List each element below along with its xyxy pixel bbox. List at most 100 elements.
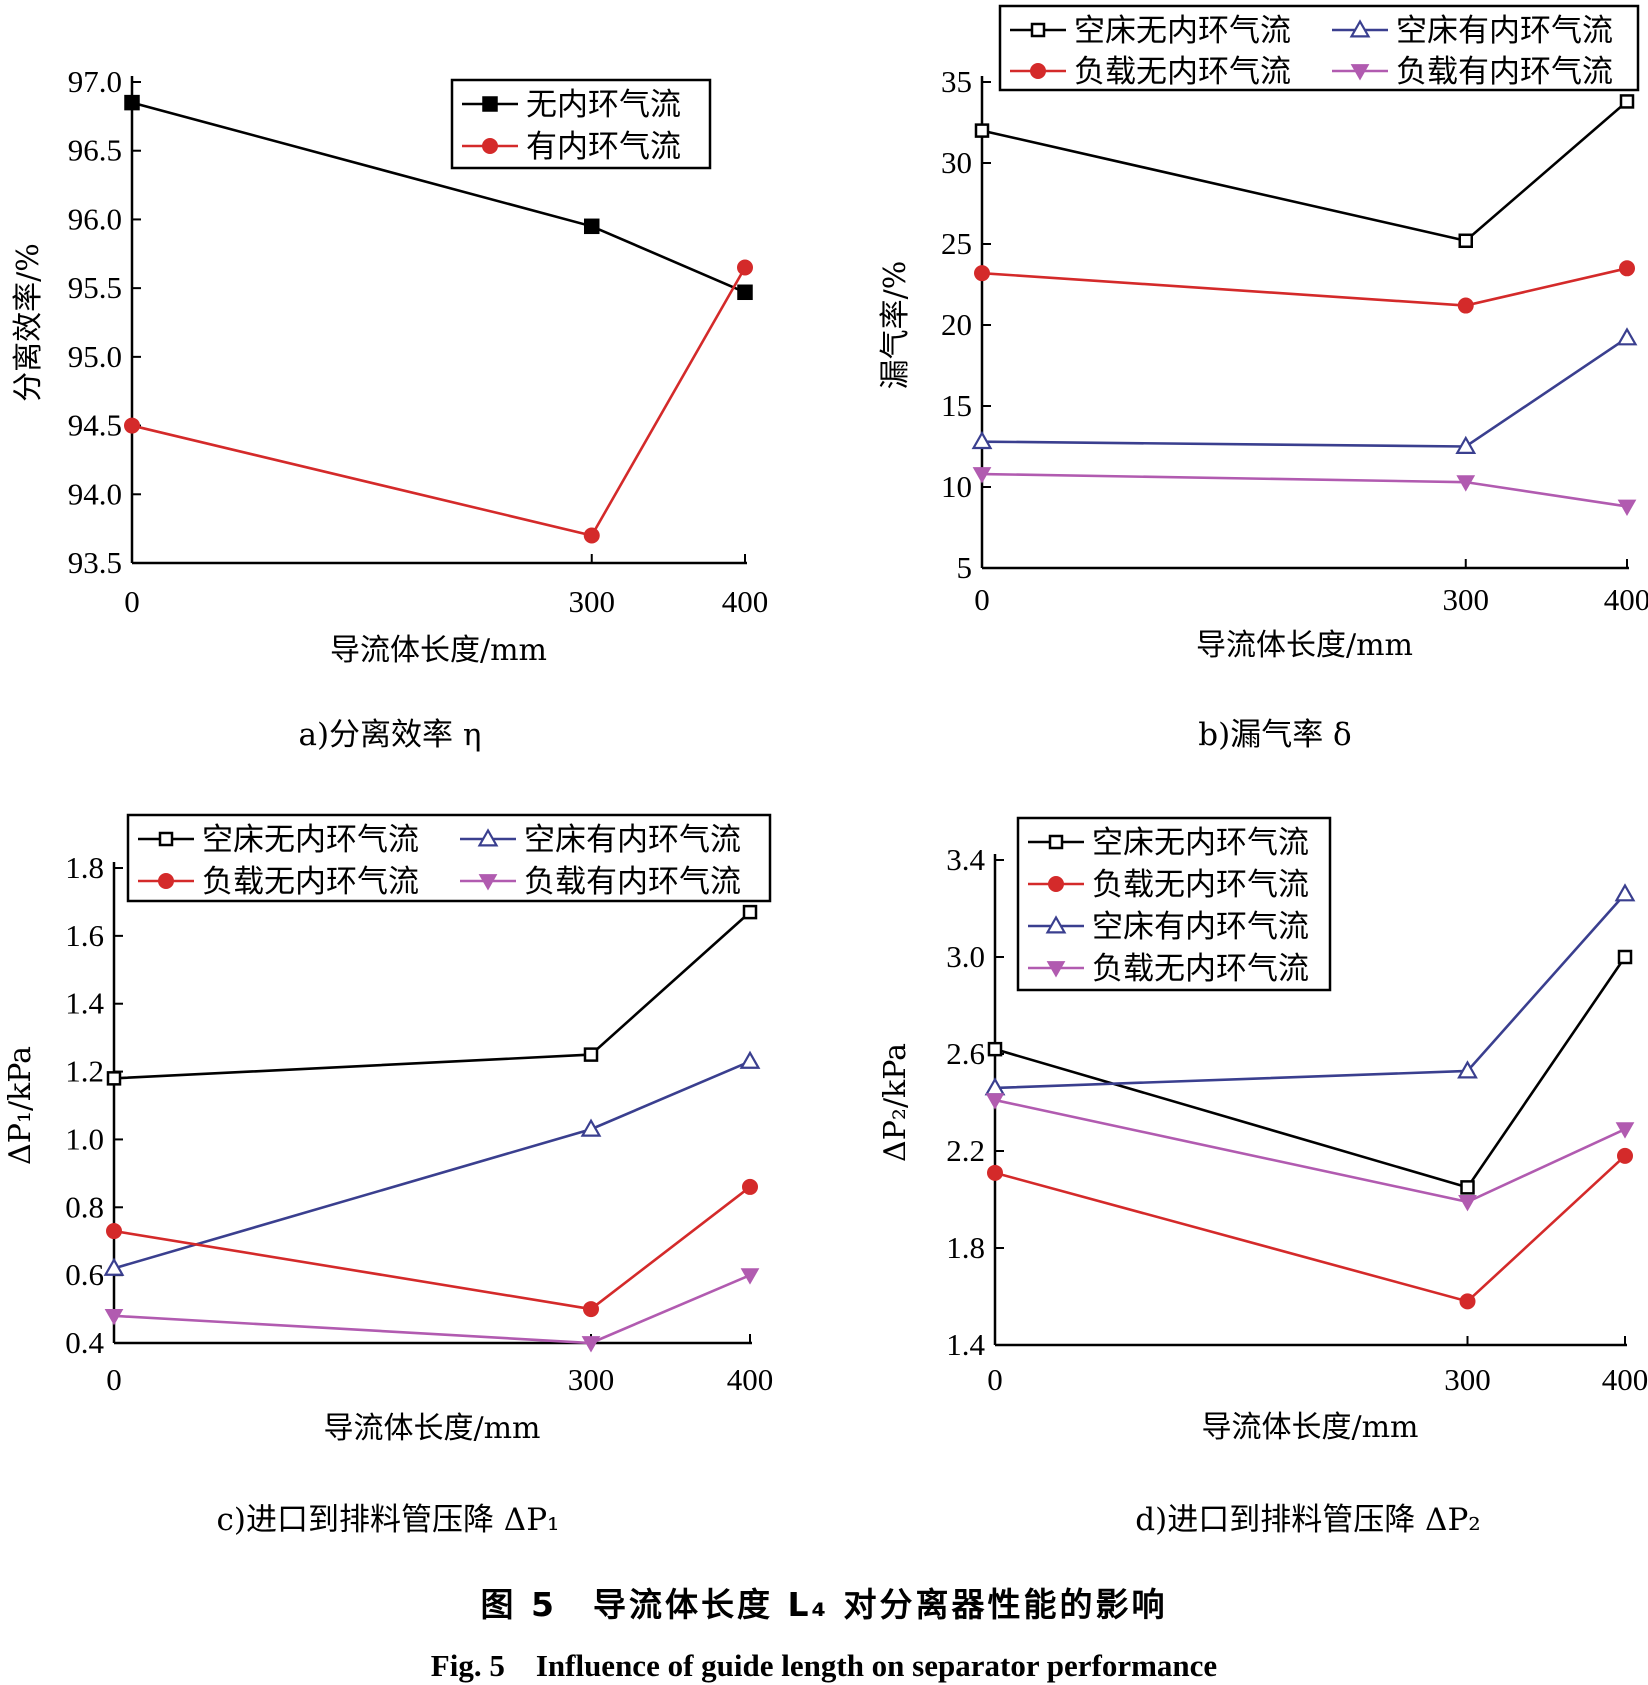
x-tick-label: 300 xyxy=(568,1362,615,1397)
series-line-1 xyxy=(981,336,1628,448)
x-tick-label: 300 xyxy=(569,584,616,619)
x-axis-label: 导流体长度/mm xyxy=(323,1411,540,1446)
data-point-3-2 xyxy=(740,1268,760,1285)
data-point-3-0 xyxy=(985,1093,1005,1110)
legend-marker xyxy=(1048,834,1064,850)
y-tick-label: 95.0 xyxy=(68,339,122,374)
data-point-0-0 xyxy=(106,1071,122,1086)
legend-label: 空床无内环气流 xyxy=(202,822,419,858)
data-point-3-1 xyxy=(1456,475,1476,492)
y-tick-label: 94.5 xyxy=(68,408,122,443)
data-point-0-0 xyxy=(974,123,990,138)
x-axis-label: 导流体长度/mm xyxy=(1196,628,1413,663)
legend-label: 负载无内环气流 xyxy=(1092,951,1309,987)
y-axis-label: ΔP₂/kPa xyxy=(878,1043,913,1162)
x-tick-label: 400 xyxy=(1604,582,1648,617)
data-point-3-0 xyxy=(972,467,992,484)
legend-marker xyxy=(158,873,174,889)
x-axis-label: 导流体长度/mm xyxy=(330,633,547,668)
y-axis-label: ΔP₁/kPa xyxy=(3,1046,38,1165)
data-point-2-1 xyxy=(1457,297,1474,314)
data-point-1-1 xyxy=(1455,435,1477,454)
legend-marker xyxy=(482,138,498,154)
data-point-0-1 xyxy=(1458,233,1473,249)
x-tick-label: 300 xyxy=(1444,1362,1491,1397)
legend-label: 空床无内环气流 xyxy=(1074,13,1291,49)
y-tick-label: 94.0 xyxy=(68,476,122,511)
panel-d: 1.4 1.8 2.2 2.6 3.0 3.4 0 300 400 导流体长度/mm ΔP₂/kPa… xyxy=(878,816,1648,1538)
y-tick-label: 3.4 xyxy=(946,842,985,877)
y-tick-label: 0.8 xyxy=(65,1189,104,1224)
panel-b: 5 10 15 20 25 30 35 0 300 400 导流体长度/mm 漏气率/% 空床无内环气流… xyxy=(878,4,1648,753)
data-point-2-0 xyxy=(106,1223,122,1240)
y-tick-label: 30 xyxy=(941,145,972,180)
y-tick-label: 1.8 xyxy=(946,1230,985,1265)
legend-marker xyxy=(1048,876,1064,892)
data-point-2-2 xyxy=(742,1178,758,1195)
series-line-1 xyxy=(113,1060,751,1270)
data-point-1-1 xyxy=(583,527,600,544)
series-line-0 xyxy=(994,956,1627,1189)
data-point-1-2 xyxy=(737,259,753,276)
data-point-0-1 xyxy=(1460,1180,1475,1195)
legend-label: 负载有内环气流 xyxy=(524,864,741,900)
data-point-0-2 xyxy=(1617,949,1633,965)
x-tick-label: 0 xyxy=(124,584,140,619)
data-point-3-2 xyxy=(1615,1122,1635,1139)
y-tick-label: 3.0 xyxy=(946,939,985,974)
y-axis-label: 漏气率/% xyxy=(878,261,913,390)
legend-box xyxy=(450,78,712,170)
x-tick-label: 0 xyxy=(974,582,990,617)
series-line-3 xyxy=(994,1098,1626,1204)
legend-label: 负载无内环气流 xyxy=(202,864,419,900)
data-point-0-2 xyxy=(742,904,758,920)
legend-label: 有内环气流 xyxy=(526,129,681,165)
legend-label: 负载有内环气流 xyxy=(1396,54,1613,90)
y-tick-label: 93.5 xyxy=(68,545,122,580)
data-point-3-2 xyxy=(1617,499,1637,516)
x-tick-label: 300 xyxy=(1443,582,1490,617)
y-tick-label: 1.6 xyxy=(65,918,104,953)
panel-c: 0.4 0.6 0.8 1.0 1.2 1.4 1.6 1.8 0 300 400 导流体长度/mm Δ… xyxy=(3,813,773,1538)
y-tick-label: 5 xyxy=(957,550,973,585)
data-point-2-2 xyxy=(1619,260,1635,277)
data-point-1-0 xyxy=(103,1257,125,1276)
data-point-1-0 xyxy=(971,430,993,450)
legend-box xyxy=(1016,816,1332,992)
x-axis-label: 导流体长度/mm xyxy=(1201,1410,1418,1445)
y-tick-label: 2.6 xyxy=(946,1036,985,1071)
y-tick-label: 25 xyxy=(941,226,972,261)
data-point-1-2 xyxy=(1617,1147,1633,1164)
y-tick-label: 1.8 xyxy=(65,850,104,885)
y-tick-label: 1.4 xyxy=(65,986,104,1021)
panel-caption: c)进口到排料管压降 ΔP₁ xyxy=(217,1502,560,1538)
data-point-1-0 xyxy=(124,417,140,434)
data-point-0-0 xyxy=(987,1041,1003,1057)
series-line-3 xyxy=(113,1273,751,1345)
legend-label: 负载无内环气流 xyxy=(1074,54,1291,90)
y-tick-label: 95.5 xyxy=(68,270,122,305)
figure-caption-zh: 图 5 导流体长度 L₄ 对分离器性能的影响 xyxy=(480,1585,1168,1624)
y-tick-label: 1.0 xyxy=(65,1121,104,1156)
legend-marker xyxy=(1350,64,1370,81)
y-tick-label: 15 xyxy=(941,388,972,423)
series-line-2 xyxy=(113,1185,751,1311)
panel-caption: b)漏气率 δ xyxy=(1198,717,1351,753)
y-axis-label: 分离效率/% xyxy=(11,243,46,402)
legend-marker xyxy=(158,831,174,847)
legend-marker xyxy=(1030,22,1046,38)
legend-marker xyxy=(477,828,499,847)
legend-label: 空床有内环气流 xyxy=(524,822,741,858)
legend-marker xyxy=(478,874,498,891)
y-tick-label: 96.0 xyxy=(68,201,122,236)
series-line-1 xyxy=(994,1154,1626,1303)
data-point-1-1 xyxy=(580,1118,602,1137)
data-point-2-0 xyxy=(974,265,990,282)
panel-caption: a)分离效率 η xyxy=(298,717,481,753)
data-point-3-1 xyxy=(581,1336,601,1353)
data-point-2-1 xyxy=(1457,1060,1478,1079)
data-point-2-2 xyxy=(1614,883,1636,902)
data-point-1-2 xyxy=(1616,327,1638,346)
legend-label: 空床有内环气流 xyxy=(1396,13,1613,49)
